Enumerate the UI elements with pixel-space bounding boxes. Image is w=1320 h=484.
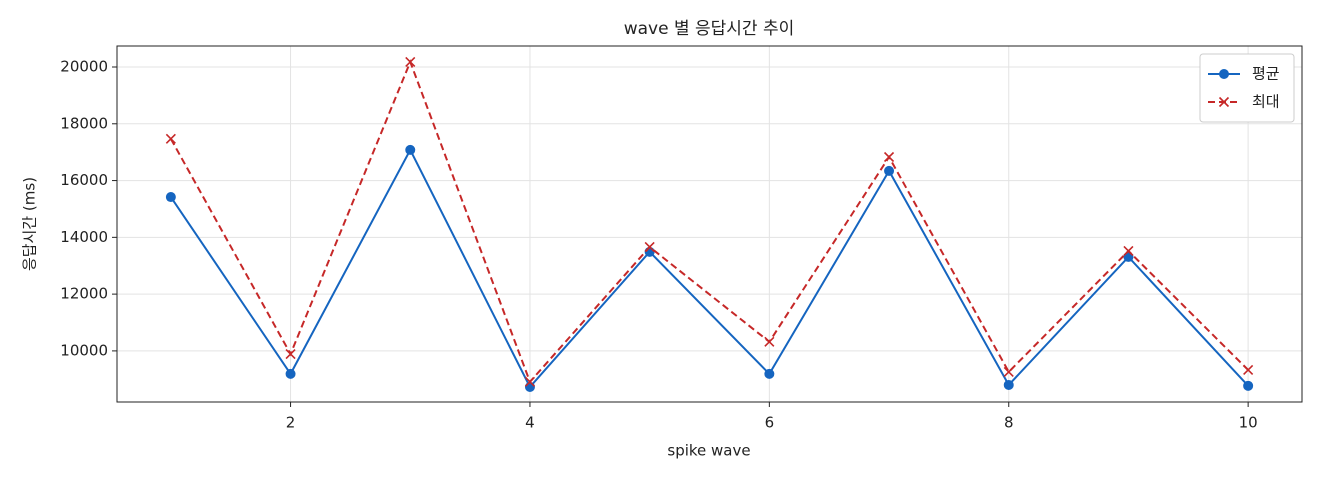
data-point <box>524 376 536 387</box>
legend-box <box>1199 53 1295 123</box>
data-point <box>1243 364 1254 375</box>
x-tick-label: 4 <box>525 414 535 432</box>
data-point <box>1003 379 1014 390</box>
data-point <box>285 368 296 379</box>
y-tick-label: 14000 <box>60 228 108 246</box>
y-tick-label: 18000 <box>60 114 108 132</box>
series-line <box>169 59 1249 384</box>
x-tick-label: 10 <box>1239 414 1258 432</box>
legend-marker <box>1218 96 1230 108</box>
series-line <box>170 147 1249 389</box>
data-point <box>764 336 775 347</box>
data-point <box>165 192 176 203</box>
data-point <box>644 241 655 253</box>
x-tick-label: 8 <box>1004 414 1014 432</box>
x-tick-label: 2 <box>286 414 296 432</box>
legend-marker <box>1219 69 1229 79</box>
x-axis-label: spike wave <box>667 442 750 460</box>
data-point <box>883 151 895 163</box>
data-point <box>405 144 416 155</box>
x-tick-label: 6 <box>765 414 775 432</box>
data-point <box>884 165 895 176</box>
legend-label: 평균 <box>1252 65 1280 83</box>
data-point <box>1123 245 1134 257</box>
data-point <box>1003 366 1014 377</box>
data-point <box>524 381 535 392</box>
data-point <box>1243 380 1254 391</box>
legend-label: 최대 <box>1252 93 1280 111</box>
data-point <box>285 348 296 360</box>
chart-title: wave 별 응답시간 추이 <box>624 19 795 39</box>
y-tick-label: 20000 <box>60 58 108 76</box>
y-tick-label: 12000 <box>60 285 108 303</box>
y-tick-label: 16000 <box>60 171 108 189</box>
data-point <box>405 56 416 67</box>
data-point <box>165 133 176 144</box>
data-point <box>764 368 775 379</box>
y-axis-label: 응답시간 (ms) <box>21 177 39 271</box>
y-tick-label: 10000 <box>60 341 108 359</box>
plot-frame <box>116 45 1303 403</box>
